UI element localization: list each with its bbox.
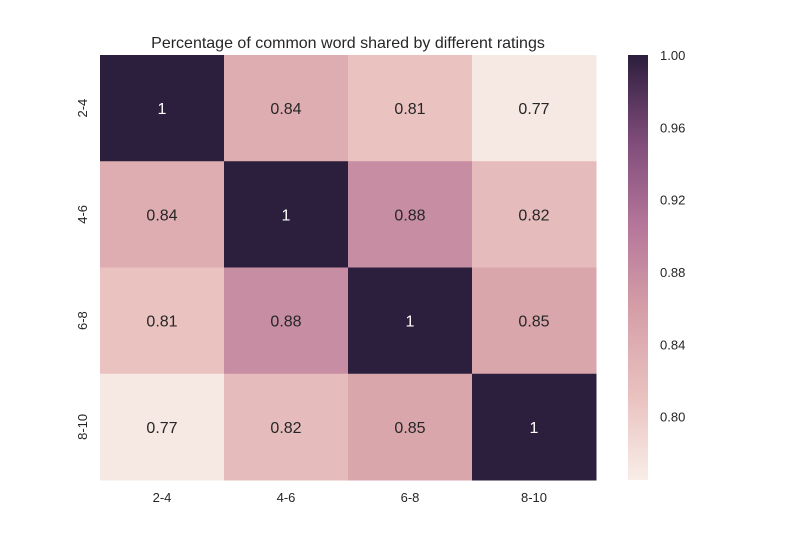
heatmap-cell-6-8-6-8 [348, 267, 473, 375]
heatmap-cell-6-8-2-4 [100, 267, 225, 375]
y-tick-label: 8-10 [75, 414, 90, 440]
heatmap-cells [100, 55, 597, 481]
colorbar-tick-label: 0.96 [660, 120, 685, 135]
y-tick-label: 2-4 [75, 99, 90, 118]
cell-value-label: 1 [406, 314, 415, 331]
cell-value-label: 1 [282, 207, 291, 224]
cell-value-label: 0.88 [270, 314, 301, 331]
cell-value-label: 1 [158, 101, 167, 118]
heatmap-cell-6-8-8-10 [472, 267, 597, 375]
heatmap-cell-8-10-8-10 [472, 373, 597, 481]
heatmap-cell-4-6-6-8 [348, 161, 473, 268]
heatmap-cell-4-6-2-4 [100, 161, 225, 268]
heatmap-cell-2-4-6-8 [348, 55, 473, 162]
y-tick-label: 4-6 [75, 205, 90, 224]
x-tick-label: 8-10 [521, 490, 547, 505]
heatmap-cell-6-8-4-6 [224, 267, 349, 375]
x-axis-tick-labels: 2-4 4-6 6-8 8-10 [153, 490, 547, 505]
cell-value-label: 0.82 [270, 420, 301, 437]
colorbar-gradient [628, 55, 648, 480]
colorbar-tick-label: 0.80 [660, 410, 685, 425]
heatmap-cell-labels: 1 0.84 0.81 0.77 0.84 1 0.88 0.82 0.81 0.88 1 0.85 0… [146, 101, 549, 437]
cell-value-label: 0.84 [270, 101, 301, 118]
x-tick-label: 6-8 [401, 490, 420, 505]
heatmap-cell-4-6-4-6 [224, 161, 349, 268]
cell-value-label: 0.82 [518, 207, 549, 224]
chart-title: Percentage of common word shared by diff… [151, 35, 545, 52]
y-axis-tick-labels: 2-4 4-6 6-8 8-10 [75, 99, 90, 440]
cell-value-label: 0.85 [518, 314, 549, 331]
heatmap-cell-8-10-2-4 [100, 373, 225, 481]
cell-value-label: 0.81 [146, 314, 177, 331]
heatmap-cell-4-6-8-10 [472, 161, 597, 268]
y-tick-label: 6-8 [75, 311, 90, 330]
cell-value-label: 0.85 [394, 420, 425, 437]
colorbar-tick-label: 1.00 [660, 48, 685, 63]
cell-value-label: 0.88 [394, 207, 425, 224]
cell-value-label: 0.81 [394, 101, 425, 118]
colorbar-tick-label: 0.84 [660, 337, 685, 352]
colorbar: 1.00 0.96 0.92 0.88 0.84 0.80 [628, 48, 685, 480]
heatmap-cell-8-10-4-6 [224, 373, 349, 481]
colorbar-tick-label: 0.92 [660, 193, 685, 208]
cell-value-label: 1 [530, 420, 539, 437]
cell-value-label: 0.77 [518, 101, 549, 118]
heatmap-cell-2-4-2-4 [100, 55, 225, 162]
heatmap-cell-2-4-4-6 [224, 55, 349, 162]
x-tick-label: 2-4 [153, 490, 172, 505]
heatmap-cell-8-10-6-8 [348, 373, 473, 481]
x-tick-label: 4-6 [277, 490, 296, 505]
cell-value-label: 0.84 [146, 207, 177, 224]
heatmap-cell-2-4-8-10 [472, 55, 597, 162]
cell-value-label: 0.77 [146, 420, 177, 437]
colorbar-tick-label: 0.88 [660, 265, 685, 280]
